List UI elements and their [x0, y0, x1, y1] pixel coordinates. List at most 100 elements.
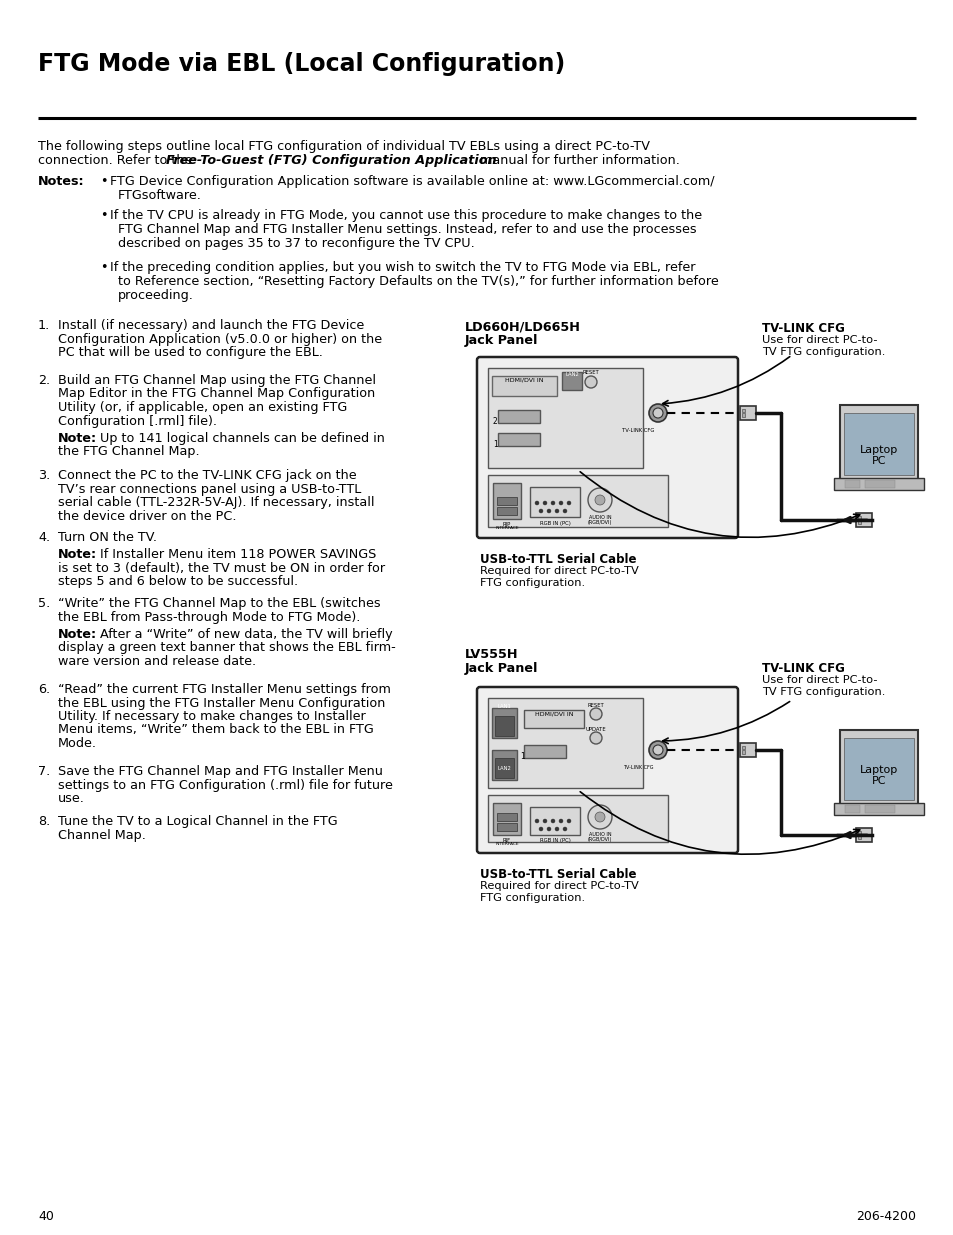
Text: The following steps outline local FTG configuration of individual TV EBLs using : The following steps outline local FTG co… [38, 140, 649, 153]
Text: Laptop: Laptop [859, 764, 897, 776]
Circle shape [589, 708, 601, 720]
Text: FTG Device Configuration Application software is available online at: www.LGcomm: FTG Device Configuration Application sof… [110, 175, 714, 188]
Text: “Write” the FTG Channel Map to the EBL (switches: “Write” the FTG Channel Map to the EBL (… [58, 597, 380, 610]
Text: TV-LINK CFG: TV-LINK CFG [761, 322, 844, 335]
FancyBboxPatch shape [476, 357, 738, 538]
Text: Free-To-Guest (FTG) Configuration Application: Free-To-Guest (FTG) Configuration Applic… [166, 154, 497, 167]
Circle shape [542, 819, 546, 823]
Text: Note:: Note: [58, 629, 97, 641]
Circle shape [652, 408, 662, 417]
Bar [495, 758, 514, 778]
Circle shape [555, 827, 558, 831]
Text: the EBL using the FTG Installer Menu Configuration: the EBL using the FTG Installer Menu Con… [58, 697, 385, 709]
Text: display a green text banner that shows the EBL firm-: display a green text banner that shows t… [58, 641, 395, 655]
Text: described on pages 35 to 37 to reconfigure the TV CPU.: described on pages 35 to 37 to reconfigu… [118, 237, 475, 249]
Text: the EBL from Pass-through Mode to FTG Mode).: the EBL from Pass-through Mode to FTG Mo… [58, 610, 360, 624]
Bar [523, 710, 583, 727]
Text: TV’s rear connections panel using a USB-to-TTL: TV’s rear connections panel using a USB-… [58, 483, 361, 495]
Bar [857, 520, 861, 524]
Text: If the TV CPU is already in FTG Mode, you cannot use this procedure to make chan: If the TV CPU is already in FTG Mode, yo… [110, 209, 701, 222]
Circle shape [562, 509, 566, 513]
Circle shape [587, 488, 612, 513]
Text: TV-LINK CFG: TV-LINK CFG [622, 764, 653, 769]
Text: TV-LINK CFG: TV-LINK CFG [621, 429, 654, 433]
Text: 5.: 5. [38, 597, 51, 610]
Text: Up to 141 logical channels can be defined in: Up to 141 logical channels can be define… [100, 432, 384, 445]
Text: Menu items, “Write” them back to the EBL in FTG: Menu items, “Write” them back to the EBL… [58, 724, 374, 736]
Text: RIF: RIF [502, 839, 511, 844]
Bar [740, 743, 755, 757]
Text: FTGsoftware.: FTGsoftware. [118, 189, 202, 203]
Bar [857, 831, 861, 834]
Circle shape [558, 819, 562, 823]
Text: 8.: 8. [38, 815, 51, 827]
Text: serial cable (TTL-232R-5V-AJ). If necessary, install: serial cable (TTL-232R-5V-AJ). If necess… [58, 496, 375, 509]
FancyBboxPatch shape [476, 687, 738, 853]
Text: “Read” the current FTG Installer Menu settings from: “Read” the current FTG Installer Menu se… [58, 683, 391, 697]
Circle shape [595, 811, 604, 823]
Bar [740, 406, 755, 420]
Text: After a “Write” of new data, the TV will briefly: After a “Write” of new data, the TV will… [100, 629, 393, 641]
Text: •: • [100, 261, 108, 274]
Text: USB-to-TTL Serial Cable: USB-to-TTL Serial Cable [479, 868, 636, 881]
Text: TV FTG configuration.: TV FTG configuration. [761, 347, 884, 357]
Text: 40: 40 [38, 1210, 53, 1223]
Text: 2.: 2. [38, 374, 51, 387]
Bar [843, 739, 913, 800]
Text: If the preceding condition applies, but you wish to switch the TV to FTG Mode vi: If the preceding condition applies, but … [110, 261, 695, 274]
Text: PC: PC [871, 776, 885, 785]
Text: 4.: 4. [38, 531, 51, 543]
Bar [497, 433, 539, 446]
Bar [864, 805, 894, 813]
Circle shape [535, 501, 538, 505]
Bar [864, 480, 894, 488]
Bar [497, 508, 517, 515]
Text: Install (if necessary) and launch the FTG Device: Install (if necessary) and launch the FT… [58, 319, 364, 332]
Text: INTERFACE: INTERFACE [495, 526, 518, 530]
Text: Use for direct PC-to-: Use for direct PC-to- [761, 676, 877, 685]
Text: is set to 3 (default), the TV must be ON in order for: is set to 3 (default), the TV must be ON… [58, 562, 385, 576]
Bar [495, 716, 514, 736]
Text: FTG configuration.: FTG configuration. [479, 893, 584, 903]
Circle shape [538, 827, 542, 831]
Text: manual for further information.: manual for further information. [476, 154, 679, 167]
Circle shape [587, 805, 612, 829]
Text: steps 5 and 6 below to be successful.: steps 5 and 6 below to be successful. [58, 576, 297, 589]
Text: the device driver on the PC.: the device driver on the PC. [58, 510, 236, 522]
Text: Build an FTG Channel Map using the FTG Channel: Build an FTG Channel Map using the FTG C… [58, 374, 375, 387]
Text: RESET: RESET [587, 703, 604, 708]
Bar [497, 813, 517, 821]
Bar [855, 827, 871, 842]
Bar [488, 475, 667, 527]
Bar [843, 412, 913, 475]
Text: use.: use. [58, 792, 85, 805]
Text: Notes:: Notes: [38, 175, 85, 188]
Text: RESET: RESET [582, 370, 598, 375]
Bar [493, 483, 520, 519]
Text: FTG configuration.: FTG configuration. [479, 578, 584, 588]
Text: 3.: 3. [38, 469, 51, 482]
Text: HDMI/DVI IN: HDMI/DVI IN [535, 711, 573, 716]
FancyBboxPatch shape [840, 730, 917, 805]
Text: connection. Refer to the: connection. Refer to the [38, 154, 196, 167]
Text: FTG Channel Map and FTG Installer Menu settings. Instead, refer to and use the p: FTG Channel Map and FTG Installer Menu s… [118, 224, 696, 236]
Text: •: • [100, 175, 108, 188]
Circle shape [652, 745, 662, 755]
Text: FTG Mode via EBL (Local Configuration): FTG Mode via EBL (Local Configuration) [38, 52, 565, 77]
Text: (RGB/DVI): (RGB/DVI) [587, 520, 612, 525]
Text: 2: 2 [493, 417, 497, 426]
Bar [741, 412, 744, 417]
Text: Turn ON the TV.: Turn ON the TV. [58, 531, 157, 543]
Bar [844, 805, 859, 813]
Bar [530, 806, 579, 835]
Text: 7.: 7. [38, 764, 51, 778]
Text: AUDIO IN: AUDIO IN [588, 832, 611, 837]
Circle shape [542, 501, 546, 505]
Text: LAN2: LAN2 [564, 372, 578, 377]
Bar [488, 368, 642, 468]
Text: RGB IN (PC): RGB IN (PC) [539, 839, 570, 844]
Text: Configuration Application (v5.0.0 or higher) on the: Configuration Application (v5.0.0 or hig… [58, 332, 382, 346]
Text: Use for direct PC-to-: Use for direct PC-to- [761, 335, 877, 345]
FancyBboxPatch shape [833, 803, 923, 815]
Circle shape [546, 827, 551, 831]
